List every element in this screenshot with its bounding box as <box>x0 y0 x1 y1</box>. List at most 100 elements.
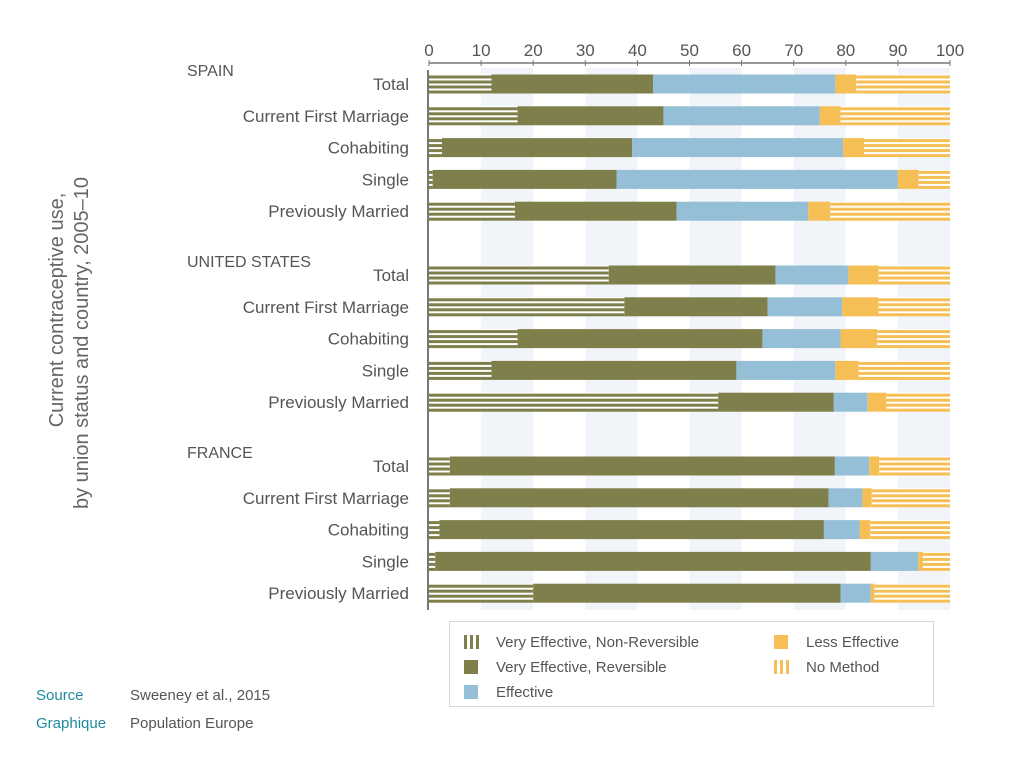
segment-stripe <box>886 408 950 412</box>
segment-stripe <box>429 457 450 461</box>
legend-swatch-no-method <box>774 660 789 674</box>
segment-stripe <box>858 366 950 370</box>
legend-swatch-less-effective <box>774 635 788 649</box>
bar-segment-no-method <box>864 138 950 158</box>
bar-segment-no-method <box>856 74 950 94</box>
segment-stripe <box>922 552 950 556</box>
segment-stripe <box>429 361 492 365</box>
segment-stripe <box>922 562 950 566</box>
segment-stripe <box>429 552 436 556</box>
segment-stripe <box>429 303 625 307</box>
segment-stripe <box>429 212 515 216</box>
segment-background <box>429 265 609 285</box>
segment-stripe <box>429 371 492 375</box>
bar-segment-reversible <box>442 138 633 158</box>
segment-background <box>864 138 950 158</box>
legend: Very Effective, Non-Reversible Very Effe… <box>449 621 934 707</box>
bar-segment-reversible <box>491 360 737 380</box>
bar-segment-effective <box>676 201 809 221</box>
segment-background <box>922 551 950 571</box>
bar-segment-effective <box>834 456 870 476</box>
legend-label-no-method: No Method <box>806 658 880 676</box>
bar-segment-reversible <box>533 583 841 603</box>
bar-segment-non-reversible <box>429 106 518 126</box>
source-value: Sweeney et al., 2015 <box>130 687 271 704</box>
segment-stripe <box>429 180 433 184</box>
segment-background <box>878 265 950 285</box>
segment-stripe <box>429 276 609 280</box>
row-label: Cohabiting <box>328 330 409 349</box>
segment-background <box>429 169 433 189</box>
segment-background <box>858 360 950 380</box>
bar-segment-non-reversible <box>429 138 443 158</box>
segment-stripe <box>871 499 950 503</box>
segment-stripe <box>429 408 719 412</box>
bar-segment-less-effective <box>835 74 857 94</box>
bar-segment-less-effective <box>918 551 923 571</box>
segment-stripe <box>874 589 950 593</box>
bar-segment-reversible <box>435 551 871 571</box>
bar-segment-effective <box>870 551 919 571</box>
legend-item-effective: Effective <box>464 682 553 702</box>
bar-segment-non-reversible <box>429 265 609 285</box>
segment-stripe <box>864 149 950 153</box>
segment-background <box>429 106 518 126</box>
segment-stripe <box>429 122 518 126</box>
segment-stripe <box>429 345 518 349</box>
bar-segment-effective <box>632 138 844 158</box>
x-tick-label: 90 <box>888 41 907 60</box>
bar-segment-no-method <box>870 520 950 540</box>
segment-stripe <box>429 185 433 189</box>
segment-stripe <box>878 298 950 302</box>
bar-segment-reversible <box>439 520 824 540</box>
segment-stripe <box>879 472 950 476</box>
segment-stripe <box>429 376 492 380</box>
segment-stripe <box>429 308 625 312</box>
legend-swatch-effective <box>464 685 478 699</box>
segment-background <box>429 520 440 540</box>
segment-stripe <box>429 467 450 471</box>
group-title: FRANCE <box>187 445 253 462</box>
x-tick-label: 70 <box>784 41 803 60</box>
bar-segment-less-effective <box>869 456 880 476</box>
bar-segment-reversible <box>432 169 617 189</box>
bar-segment-effective <box>767 297 843 317</box>
segment-stripe <box>877 345 950 349</box>
bar-segment-less-effective <box>808 201 831 221</box>
bar-segment-less-effective <box>835 360 859 380</box>
legend-item-no-method: No Method <box>774 657 879 677</box>
segment-stripe <box>871 504 950 508</box>
segment-stripe <box>429 335 518 339</box>
segment-stripe <box>429 207 515 211</box>
segment-background <box>886 392 950 412</box>
segment-background <box>878 297 950 317</box>
segment-stripe <box>429 112 518 116</box>
segment-stripe <box>429 599 534 603</box>
group-title: UNITED STATES <box>187 254 311 271</box>
segment-stripe <box>429 557 436 561</box>
segment-background <box>429 392 719 412</box>
bar-segment-no-method <box>922 551 950 571</box>
bar-segment-non-reversible <box>429 456 450 476</box>
x-tick-label: 20 <box>524 41 543 60</box>
segment-stripe <box>429 266 609 270</box>
segment-stripe <box>429 499 450 503</box>
x-tick-label: 100 <box>936 41 964 60</box>
bar-segment-effective <box>762 329 841 349</box>
bar-segment-effective <box>736 360 836 380</box>
segment-background <box>830 201 950 221</box>
bar-segment-reversible <box>517 329 763 349</box>
segment-stripe <box>922 557 950 561</box>
segment-stripe <box>922 567 950 571</box>
row-label: Previously Married <box>268 584 409 603</box>
segment-stripe <box>879 462 950 466</box>
bar-segment-less-effective <box>819 106 841 126</box>
segment-stripe <box>918 170 950 174</box>
segment-stripe <box>429 526 440 530</box>
legend-item-reversible: Very Effective, Reversible <box>464 657 667 677</box>
row-label: Previously Married <box>268 202 409 221</box>
segment-stripe <box>429 398 719 402</box>
x-tick-label: 50 <box>680 41 699 60</box>
segment-stripe <box>429 271 609 275</box>
